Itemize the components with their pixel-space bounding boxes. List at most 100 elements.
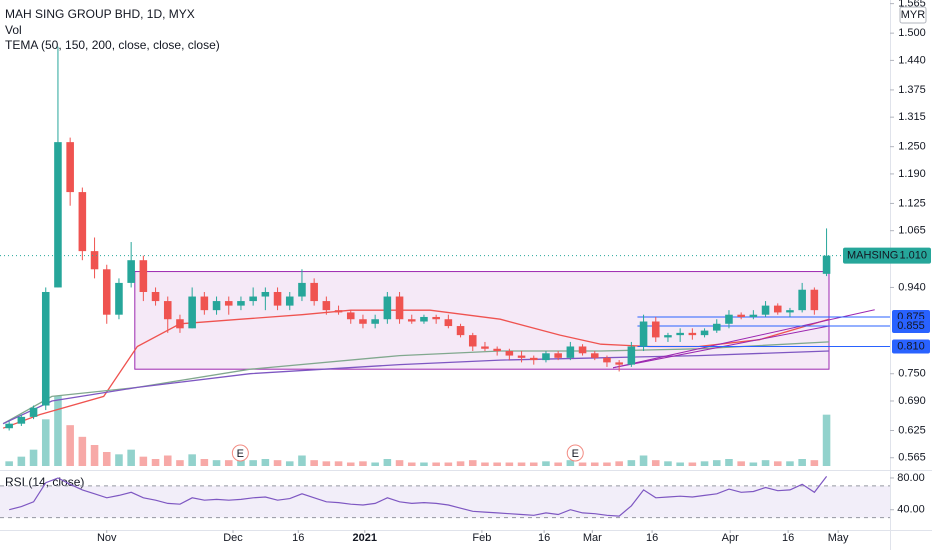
- x-tick-label: Apr: [722, 532, 739, 544]
- volume-bar: [90, 445, 99, 466]
- volume-bar: [200, 459, 209, 466]
- earnings-marker: [231, 444, 249, 462]
- candle-body: [688, 332, 697, 336]
- x-tick-label: 16: [782, 532, 794, 544]
- earnings-label: E: [237, 448, 244, 460]
- volume-bar: [444, 462, 453, 466]
- y-tick-label: 1.190: [898, 168, 926, 180]
- volume-bar: [542, 461, 550, 466]
- volume-bar: [432, 462, 440, 466]
- last-price-tag: [843, 247, 931, 264]
- y-tick-label: 0.625: [898, 424, 926, 436]
- candle-body: [407, 319, 416, 322]
- candle-body: [481, 346, 489, 349]
- volume-bar: [298, 455, 306, 466]
- candle-body: [798, 289, 806, 311]
- candle-body: [590, 353, 599, 358]
- volume-bar: [29, 449, 38, 466]
- level-label: 0.855: [897, 320, 925, 332]
- candle-body: [249, 296, 257, 302]
- y-tick-label: 1.375: [898, 84, 926, 96]
- volume-bar: [139, 456, 148, 466]
- y-tick-label: 0.750: [898, 368, 926, 380]
- candle-body: [102, 269, 111, 315]
- volume-bar: [456, 461, 465, 466]
- candle-body: [261, 291, 270, 297]
- volume-bar: [798, 459, 806, 466]
- x-tick-label: 16: [538, 532, 550, 544]
- level-tag: [892, 319, 930, 334]
- volume-bar: [346, 462, 355, 466]
- rsi-band: [0, 485, 890, 518]
- volume-bar: [359, 461, 367, 466]
- volume-bar: [102, 452, 111, 466]
- y-tick-label: 1.565: [898, 0, 926, 10]
- volume-bar: [261, 459, 270, 466]
- volume-bar: [749, 462, 758, 466]
- volume-bar: [773, 461, 782, 466]
- candle-body: [115, 282, 123, 315]
- volume-bar: [334, 461, 343, 466]
- candle-body: [639, 321, 648, 347]
- candle-body: [737, 314, 745, 317]
- volume-bar: [78, 436, 87, 466]
- volume-bar: [237, 459, 245, 466]
- rsi-line: [9, 476, 828, 517]
- candle-body: [383, 296, 392, 320]
- volume-bar: [212, 460, 221, 466]
- last-price-label: 1.010: [899, 250, 927, 262]
- volume-bar: [725, 459, 733, 466]
- volume-bar: [249, 460, 257, 466]
- candle-body: [554, 353, 562, 358]
- volume-bar: [481, 462, 489, 466]
- volume-bar: [383, 459, 392, 466]
- candle-body: [615, 362, 623, 365]
- volume-bar: [639, 455, 648, 466]
- candle-body: [603, 357, 611, 363]
- rsi-tick-label: 40.00: [897, 504, 925, 516]
- candle-body: [505, 351, 514, 356]
- rsi-tick-label: 80.00: [897, 472, 925, 484]
- candle-body: [529, 357, 538, 361]
- x-tick-label: Feb: [472, 532, 491, 544]
- volume-bar: [163, 455, 172, 466]
- volume-bar: [66, 425, 74, 466]
- candle-body: [176, 319, 184, 329]
- x-tick-label: Dec: [223, 532, 243, 544]
- volume-bar: [664, 461, 672, 466]
- candle-body: [627, 346, 636, 365]
- chart-title: MAH SING GROUP BHD, 1D, MYX: [5, 7, 195, 21]
- y-tick-label: 0.940: [898, 281, 926, 293]
- volume-bar: [517, 462, 526, 466]
- currency-box: [899, 6, 927, 24]
- candle-body: [651, 321, 660, 338]
- candle-body: [90, 251, 99, 270]
- candle-body: [237, 301, 245, 306]
- volume-bar: [151, 459, 160, 466]
- level-tag: [892, 339, 930, 354]
- candle-body: [395, 296, 404, 320]
- last-price-symbol: MAHSING: [847, 250, 898, 262]
- candle-body: [493, 348, 501, 352]
- x-tick-label: Mar: [583, 532, 602, 544]
- volume-bar: [554, 462, 562, 466]
- tema-label: TEMA (50, 150, 200, close, close, close): [5, 38, 220, 52]
- y-tick-label: 1.500: [898, 27, 926, 39]
- volume-bar: [285, 461, 294, 466]
- candle-body: [29, 407, 38, 417]
- volume-bar: [322, 461, 331, 466]
- volume-bar: [505, 462, 514, 466]
- x-tick-label: Nov: [97, 532, 117, 544]
- trend-line: [612, 309, 875, 369]
- candle-body: [444, 319, 453, 327]
- x-tick-label: 16: [292, 532, 304, 544]
- candle-body: [298, 282, 306, 297]
- tema-line: [2, 341, 830, 425]
- candle-body: [432, 316, 440, 320]
- volume-bar: [115, 454, 123, 466]
- candle-body: [163, 301, 172, 320]
- candle-body: [127, 260, 135, 283]
- candle-body: [371, 319, 379, 324]
- candle-body: [542, 353, 550, 361]
